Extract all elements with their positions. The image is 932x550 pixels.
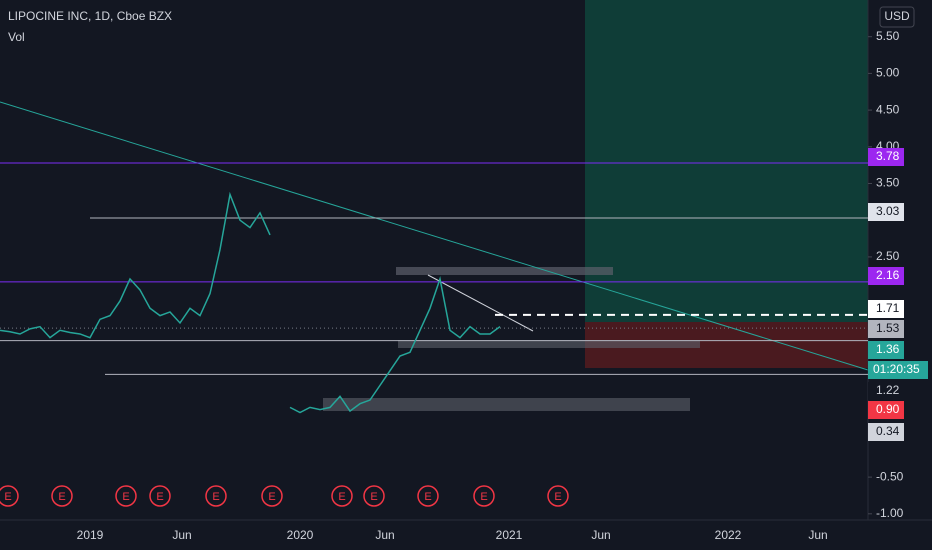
earnings-label: E [156,491,163,503]
zone-box [398,340,700,348]
x-tick-label: Jun [591,528,610,542]
x-tick-label: Jun [808,528,827,542]
trend-line [0,101,869,371]
earnings-marker [205,485,227,507]
earnings-marker [547,485,569,507]
y-tick-label: 5.50 [876,29,900,43]
earnings-marker [261,485,283,507]
symbol-title: LIPOCINE INC, 1D, Cboe BZX [8,9,172,23]
earnings-label: E [212,491,219,503]
price-tag-label: 3.03 [876,204,900,218]
price-tag [868,267,904,285]
y-tick-label: -0.50 [876,469,904,483]
earnings-marker [149,485,171,507]
price-tag-label: 1.71 [876,301,900,315]
price-tag-label: 3.78 [876,149,900,163]
earnings-marker [331,485,353,507]
earnings-marker [0,485,19,507]
earnings-label: E [338,491,345,503]
earnings-marker [51,485,73,507]
x-tick-label: 2019 [77,528,104,542]
earnings-marker [417,485,439,507]
earnings-label: E [122,491,129,503]
earnings-marker [473,485,495,507]
price-tag-label: 0.34 [876,424,900,438]
countdown-tag [868,361,928,379]
earnings-label: E [370,491,377,503]
x-tick-label: 2022 [715,528,742,542]
y-tick-label: 4.50 [876,102,900,116]
price-tag-label: 1.22 [876,383,900,397]
earnings-label: E [268,491,275,503]
x-tick-label: 2021 [496,528,523,542]
price-tag-label: 1.53 [876,321,900,335]
price-tag [868,203,904,221]
zone-box [323,398,690,411]
y-tick-label: 3.50 [876,176,900,190]
earnings-label: E [554,491,561,503]
price-tag [868,382,904,400]
earnings-label: E [424,491,431,503]
price-tag [868,341,904,359]
price-tag [868,320,904,338]
countdown-label: 01:20:35 [873,362,920,376]
earnings-marker [115,485,137,507]
x-tick-label: Jun [375,528,394,542]
price-tag [868,300,904,318]
earnings-label: E [480,491,487,503]
profit-zone [585,0,868,322]
price-tag [868,401,904,419]
earnings-label: E [4,491,11,503]
price-tag-label: 0.90 [876,402,900,416]
y-tick-label: 5.00 [876,66,900,80]
y-tick-label: -1.00 [876,506,904,520]
price-tag-label: 2.16 [876,268,900,282]
earnings-label: E [58,491,65,503]
earnings-marker [363,485,385,507]
indicator-label: Vol [8,30,25,44]
currency-label[interactable]: USD [884,9,910,23]
price-tag [868,423,904,441]
trend-line [427,274,534,332]
x-tick-label: Jun [172,528,191,542]
price-tag-label: 1.36 [876,342,900,356]
price-line [0,191,501,414]
x-tick-label: 2020 [287,528,314,542]
zone-box [396,267,613,275]
price-tag [868,148,904,166]
y-tick-label: 2.50 [876,249,900,263]
currency-button[interactable] [879,6,915,28]
